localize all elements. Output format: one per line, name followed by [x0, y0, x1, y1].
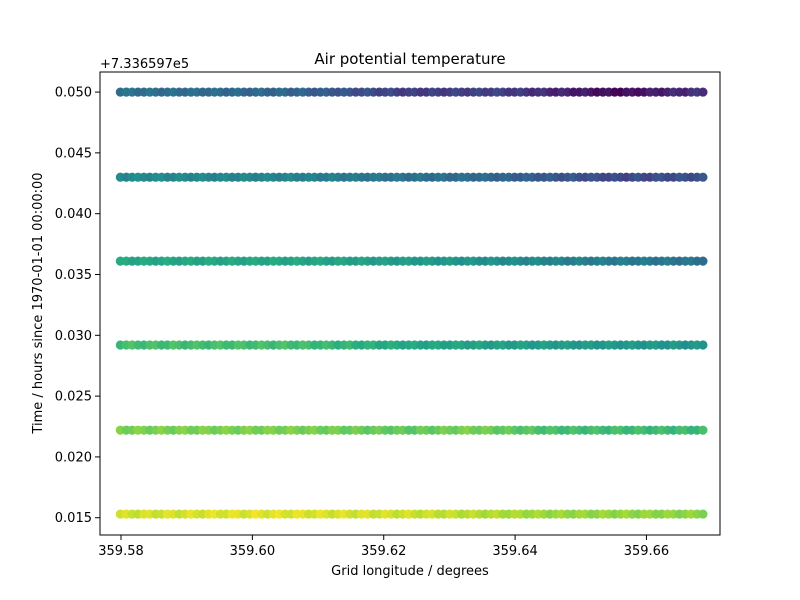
x-tick-label: 359.62 — [361, 544, 407, 559]
plot-frame — [99, 71, 721, 536]
y-tick-label: 0.035 — [55, 268, 92, 283]
y-tick-label: 0.015 — [55, 511, 92, 526]
y-tick-label: 0.040 — [55, 207, 92, 222]
x-tick-label: 359.66 — [624, 544, 670, 559]
x-tick-label: 359.58 — [98, 544, 144, 559]
x-tick-label: 359.64 — [492, 544, 538, 559]
data-point — [698, 425, 708, 435]
x-axis-ticks: 359.58 359.60 359.62 359.64 359.66 — [98, 535, 669, 559]
y-tick-label: 0.050 — [55, 86, 92, 101]
chart-title: Air potential temperature — [314, 50, 505, 68]
y-axis-label: Time / hours since 1970-01-01 00:00:00 — [31, 172, 46, 434]
data-point — [698, 87, 708, 97]
y-axis-offset-label: +7.336597e5 — [100, 57, 189, 72]
y-tick-label: 0.025 — [55, 390, 92, 405]
data-points — [115, 87, 708, 519]
data-point — [698, 172, 708, 182]
y-tick-label: 0.045 — [55, 146, 92, 161]
y-axis-ticks: 0.015 0.020 0.025 0.030 0.035 0.040 0.045 0.050 — [55, 86, 100, 526]
data-point — [698, 340, 708, 350]
data-point — [698, 256, 708, 266]
x-axis-label: Grid longitude / degrees — [331, 564, 489, 579]
x-tick-label: 359.60 — [230, 544, 276, 559]
data-point — [698, 509, 708, 519]
y-tick-label: 0.030 — [55, 329, 92, 344]
y-tick-label: 0.020 — [55, 450, 92, 465]
